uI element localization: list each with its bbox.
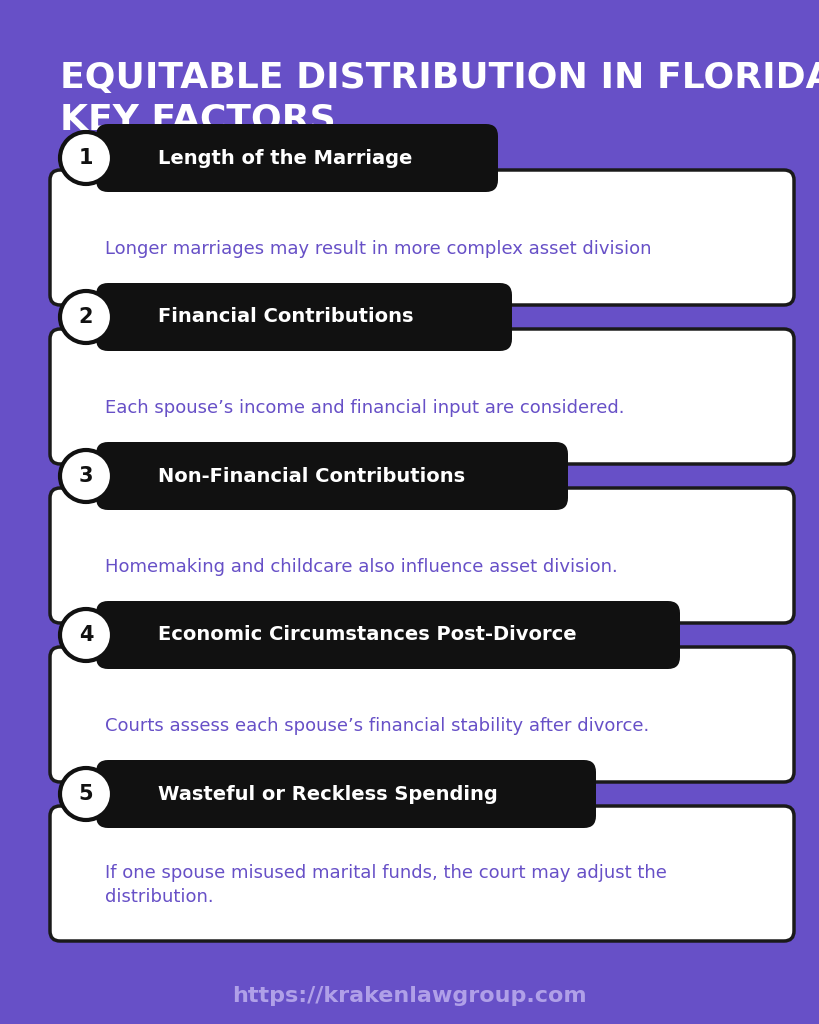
Text: Economic Circumstances Post-Divorce: Economic Circumstances Post-Divorce bbox=[158, 626, 577, 644]
Text: Each spouse’s income and financial input are considered.: Each spouse’s income and financial input… bbox=[105, 399, 625, 417]
FancyBboxPatch shape bbox=[96, 601, 680, 669]
Text: 3: 3 bbox=[79, 466, 93, 486]
FancyBboxPatch shape bbox=[50, 647, 794, 782]
Text: Non-Financial Contributions: Non-Financial Contributions bbox=[158, 467, 465, 485]
FancyBboxPatch shape bbox=[96, 124, 498, 193]
FancyBboxPatch shape bbox=[50, 329, 794, 464]
FancyBboxPatch shape bbox=[96, 442, 568, 510]
Text: 2: 2 bbox=[79, 307, 93, 327]
Text: https://krakenlawgroup.com: https://krakenlawgroup.com bbox=[233, 986, 586, 1006]
Text: 4: 4 bbox=[79, 625, 93, 645]
Text: Wasteful or Reckless Spending: Wasteful or Reckless Spending bbox=[158, 784, 498, 804]
Text: Length of the Marriage: Length of the Marriage bbox=[158, 148, 413, 168]
FancyBboxPatch shape bbox=[50, 170, 794, 305]
Text: If one spouse misused marital funds, the court may adjust the
distribution.: If one spouse misused marital funds, the… bbox=[105, 863, 667, 906]
FancyBboxPatch shape bbox=[50, 806, 794, 941]
Text: Homemaking and childcare also influence asset division.: Homemaking and childcare also influence … bbox=[105, 558, 618, 575]
FancyBboxPatch shape bbox=[96, 760, 596, 828]
Text: EQUITABLE DISTRIBUTION IN FLORIDA:: EQUITABLE DISTRIBUTION IN FLORIDA: bbox=[60, 61, 819, 95]
Text: 1: 1 bbox=[79, 148, 93, 168]
FancyBboxPatch shape bbox=[50, 488, 794, 623]
Circle shape bbox=[60, 291, 112, 343]
Text: Courts assess each spouse’s financial stability after divorce.: Courts assess each spouse’s financial st… bbox=[105, 717, 649, 735]
Circle shape bbox=[60, 132, 112, 184]
Circle shape bbox=[60, 609, 112, 662]
FancyBboxPatch shape bbox=[96, 283, 512, 351]
Circle shape bbox=[60, 450, 112, 502]
Text: Financial Contributions: Financial Contributions bbox=[158, 307, 414, 327]
Text: 5: 5 bbox=[79, 784, 93, 804]
Circle shape bbox=[60, 768, 112, 820]
Text: KEY FACTORS: KEY FACTORS bbox=[60, 103, 336, 137]
Text: Longer marriages may result in more complex asset division: Longer marriages may result in more comp… bbox=[105, 240, 651, 258]
